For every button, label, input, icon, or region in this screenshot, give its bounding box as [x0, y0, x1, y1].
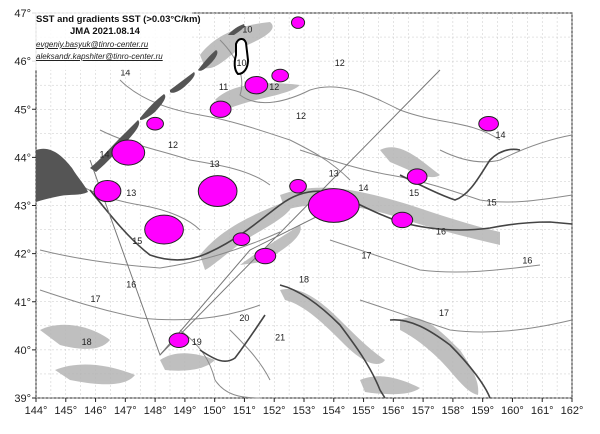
eddy-marker	[289, 179, 307, 194]
eddy-marker	[406, 168, 428, 185]
x-tick-label: 144°	[25, 405, 48, 417]
isotherm-label: 17	[439, 308, 449, 318]
y-tick-label: 42°	[14, 249, 31, 261]
isotherm-label: 13	[329, 169, 339, 179]
x-tick-label: 162°	[561, 405, 584, 417]
isotherm-label: 13	[126, 188, 136, 198]
isotherm-label: 14	[496, 130, 506, 140]
x-tick-label: 157°	[412, 405, 435, 417]
isotherm-label: 16	[126, 279, 136, 289]
isotherm-label: 12	[296, 111, 306, 121]
eddy-marker	[168, 332, 190, 348]
x-axis: 144° 145° 146° 147° 148° 149° 150° 151° 152° 153°…	[25, 398, 584, 417]
isotherm-label: 17	[91, 294, 101, 304]
ship-tracks	[89, 69, 441, 356]
isotherm-label: 15	[487, 198, 497, 208]
isotherm-label: 19	[192, 337, 202, 347]
eddy-marker	[307, 188, 360, 223]
y-tick-label: 41°	[14, 297, 31, 309]
eddy-marker	[209, 100, 232, 118]
isotherm-label: 17	[362, 250, 372, 260]
author-email-2[interactable]: aleksandr.kapshiter@tinro-center.ru	[36, 52, 163, 61]
x-tick-label: 155°	[352, 405, 375, 417]
x-tick-label: 151°	[233, 405, 256, 417]
y-tick-label: 47°	[14, 8, 31, 20]
map-subtitle: JMA 2021.08.14	[70, 26, 140, 37]
isotherm-label: 14	[99, 149, 109, 159]
map-title: SST and gradients SST (>0.03°C/km)	[36, 14, 201, 25]
x-tick-label: 156°	[382, 405, 405, 417]
y-axis: 47° 46° 45° 44° 43° 42° 41° 40° 39°	[14, 8, 36, 405]
isotherm-label: 15	[409, 188, 419, 198]
eddy-marker	[144, 214, 184, 245]
isotherm-label: 15	[132, 236, 142, 246]
author-email-1[interactable]: evgeniy.basyuk@tinro-center.ru	[36, 40, 149, 49]
x-tick-label: 146°	[84, 405, 107, 417]
eddies	[93, 16, 499, 348]
isotherm-label: 18	[82, 337, 92, 347]
y-tick-label: 40°	[14, 345, 31, 357]
y-tick-label: 44°	[14, 152, 31, 164]
eddy-marker	[478, 115, 499, 132]
y-tick-label: 45°	[14, 104, 31, 116]
isotherm-label: 21	[275, 332, 285, 342]
eddy-marker	[197, 175, 238, 207]
y-tick-label: 46°	[14, 56, 31, 68]
x-tick-label: 147°	[114, 405, 137, 417]
eddy-marker	[232, 232, 251, 246]
x-tick-label: 150°	[203, 405, 226, 417]
isotherm-label: 18	[299, 275, 309, 285]
isotherm-label: 12	[168, 140, 178, 150]
isotherm-label: 16	[522, 255, 532, 265]
isotherm-label: 14	[359, 183, 369, 193]
isotherm-label: 10	[236, 58, 246, 68]
caption-box	[32, 12, 192, 70]
x-tick-label: 145°	[54, 405, 77, 417]
x-tick-label: 152°	[263, 405, 286, 417]
eddy-marker	[93, 179, 122, 203]
isotherm-labels: 10 10 11 12 12 12 12 13 13 13 14 14 14 14 15 15 15 16 16 16…	[82, 24, 533, 347]
eddy-marker	[254, 247, 277, 265]
x-tick-label: 161°	[531, 405, 554, 417]
isotherm-label: 16	[436, 226, 446, 236]
sst-gradient-zones	[40, 22, 500, 395]
isotherm-label: 10	[242, 24, 252, 34]
eddy-marker	[146, 116, 164, 131]
x-tick-label: 159°	[471, 405, 494, 417]
x-tick-label: 149°	[174, 405, 197, 417]
island-outline	[233, 38, 250, 76]
eddy-marker	[271, 68, 290, 83]
x-tick-label: 158°	[442, 405, 465, 417]
isotherm-label: 14	[120, 68, 130, 78]
eddy-marker	[290, 16, 306, 29]
x-tick-label: 154°	[322, 405, 345, 417]
x-tick-label: 148°	[144, 405, 167, 417]
y-tick-label: 39°	[14, 393, 31, 405]
isotherm-label: 13	[210, 159, 220, 169]
eddy-marker	[111, 139, 146, 166]
isotherm-label: 11	[219, 82, 228, 92]
x-tick-label: 153°	[293, 405, 316, 417]
y-tick-label: 43°	[14, 201, 31, 213]
eddy-marker	[244, 76, 269, 95]
isotherm-label: 20	[239, 313, 249, 323]
thermal-fronts	[89, 148, 573, 399]
eddy-marker	[391, 211, 414, 229]
isotherm-label: 12	[335, 58, 345, 68]
isotherm-label: 12	[269, 82, 279, 92]
x-tick-label: 160°	[501, 405, 524, 417]
